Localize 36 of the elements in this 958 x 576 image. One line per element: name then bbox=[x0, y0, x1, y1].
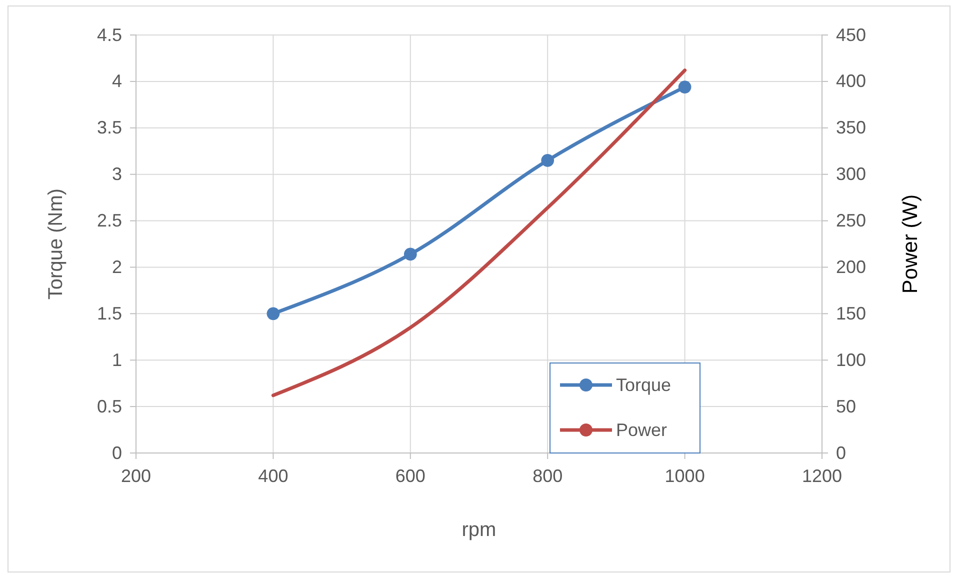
legend-label: Torque bbox=[616, 375, 672, 395]
y-tick-label: 4 bbox=[112, 71, 122, 92]
y-tick-label: 3 bbox=[112, 164, 122, 184]
y-tick-label: 2 bbox=[112, 256, 122, 277]
y2-axis-title: Power (W) bbox=[899, 194, 922, 294]
y-tick-label: 0.5 bbox=[96, 396, 122, 416]
y-tick-label: 4.5 bbox=[96, 24, 122, 45]
y-tick-label: 1.5 bbox=[96, 303, 122, 324]
legend-label: Power bbox=[616, 420, 668, 440]
y2-tick-label: 350 bbox=[836, 118, 866, 138]
y2-tick-label: 250 bbox=[836, 210, 866, 231]
y2-tick-label: 150 bbox=[836, 303, 866, 324]
x-tick-label: 600 bbox=[395, 466, 426, 486]
y2-tick-label: 100 bbox=[836, 350, 866, 370]
y2-tick-label: 50 bbox=[836, 396, 856, 416]
x-tick-label: 800 bbox=[532, 466, 563, 486]
point bbox=[678, 80, 692, 94]
line-series bbox=[271, 68, 687, 398]
y-tick-label: 2.5 bbox=[96, 210, 122, 231]
y2-tick-label: 400 bbox=[836, 71, 866, 92]
y2-tick-label: 300 bbox=[836, 164, 866, 184]
point bbox=[541, 154, 554, 167]
x-tick-label: 1200 bbox=[802, 466, 842, 486]
x-tick-label: 200 bbox=[120, 466, 152, 486]
x-tick-label: 1000 bbox=[664, 466, 705, 486]
y2-tick-label: 0 bbox=[836, 442, 846, 463]
y-tick-label: 0 bbox=[112, 442, 122, 463]
y-tick-label: 3.5 bbox=[96, 118, 122, 138]
y-axis-title: Torque (Nm) bbox=[45, 188, 67, 300]
x-tick-label: 400 bbox=[258, 466, 288, 486]
y2-tick-label: 200 bbox=[836, 256, 866, 277]
y2-tick-label: 450 bbox=[836, 24, 866, 45]
y-tick-label: 1 bbox=[112, 350, 122, 370]
x-axis-title: rpm bbox=[462, 519, 496, 541]
point bbox=[266, 307, 280, 320]
point bbox=[404, 248, 417, 261]
